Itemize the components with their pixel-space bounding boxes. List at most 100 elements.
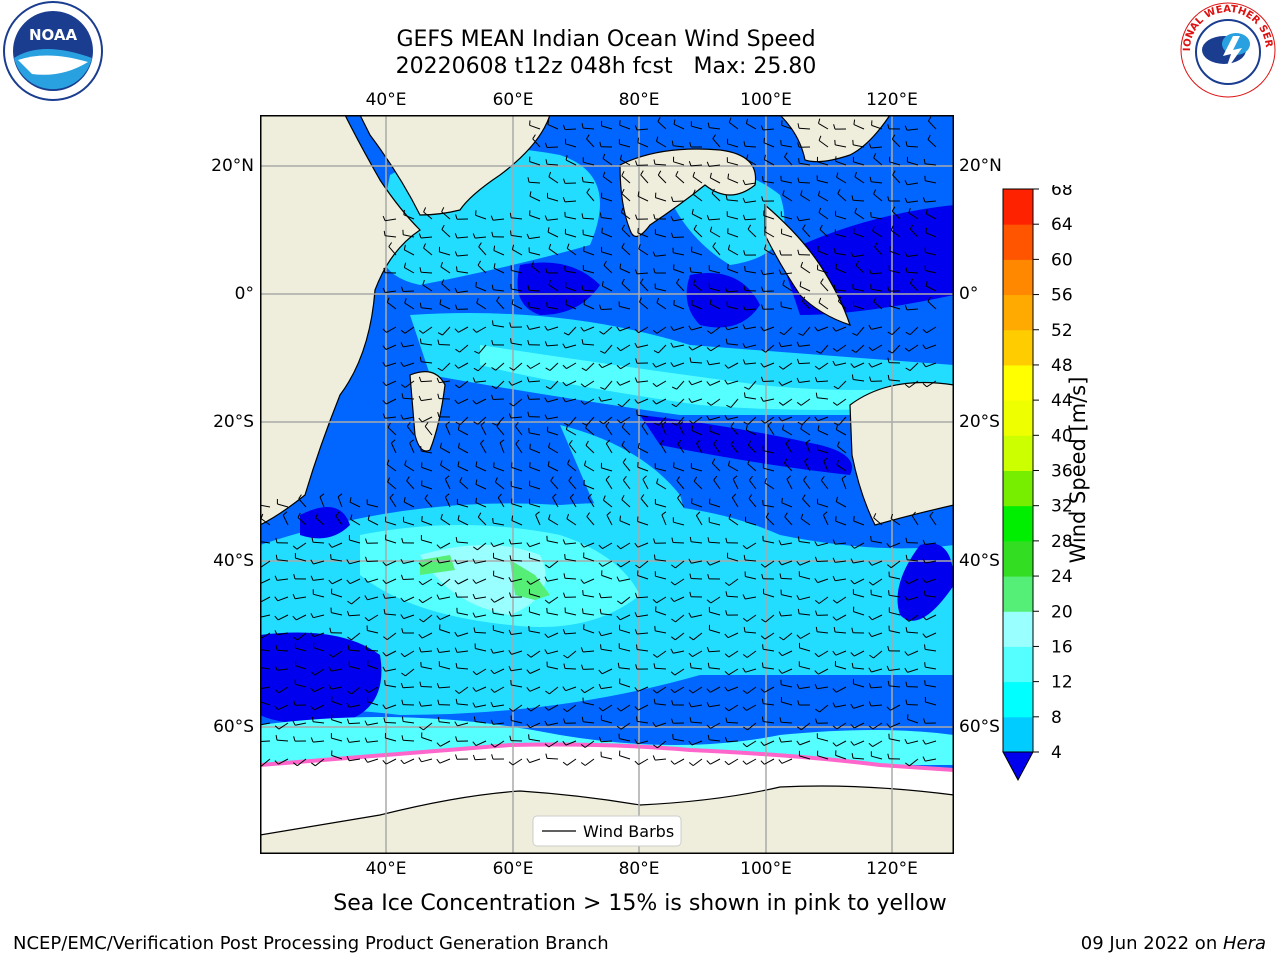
wind-barb-flag: [904, 739, 908, 744]
wind-barb-flag: [724, 379, 728, 385]
wind-barb: [673, 650, 685, 654]
wind-barb: [853, 124, 865, 130]
wind-barb: [547, 632, 559, 639]
wind-barb-flag: [562, 761, 568, 766]
wind-barb: [601, 362, 613, 369]
wind-barb: [529, 593, 541, 598]
wind-barb-flag: [585, 423, 589, 429]
wind-barb: [511, 269, 523, 274]
wind-barb-flag: [418, 395, 422, 401]
wind-barb-flag: [904, 667, 908, 673]
wind-barb-flag: [602, 495, 606, 501]
wind-barb-flag: [782, 424, 785, 430]
wind-barb-flag: [763, 137, 765, 143]
wind-barb: [475, 740, 487, 747]
wind-barb: [385, 684, 397, 688]
wind-barb: [602, 560, 613, 567]
wind-barb: [853, 232, 865, 238]
wind-barb: [583, 234, 595, 238]
wind-barb: [835, 362, 847, 366]
wind-barb: [475, 704, 487, 708]
wind-barb-flag: [511, 299, 514, 305]
wind-barb: [925, 701, 937, 706]
wind-barb: [817, 326, 829, 332]
wind-barb: [529, 306, 541, 310]
wind-barb-flag: [419, 618, 424, 623]
wind-barb-flag: [387, 422, 391, 428]
wind-barb: [836, 501, 847, 508]
wind-barb-flag: [547, 227, 550, 233]
wind-barb-flag: [328, 579, 333, 585]
colorbar-tick-label: 20: [1051, 602, 1073, 622]
wind-barb: [854, 542, 865, 549]
wind-barb-flag: [742, 214, 746, 220]
wind-barb: [781, 740, 793, 743]
wind-barb: [388, 246, 397, 256]
wind-barb: [837, 445, 847, 454]
wind-barb-flag: [526, 707, 532, 712]
wind-barb: [637, 542, 649, 548]
wind-barb-flag: [765, 512, 770, 518]
wind-barb: [585, 427, 595, 436]
wind-barb: [637, 740, 649, 745]
wind-barb-flag: [384, 680, 386, 686]
wind-barb-flag: [598, 707, 604, 712]
wind-barb-flag: [850, 703, 854, 709]
wind-barb: [871, 181, 883, 184]
wind-barb-flag: [544, 142, 548, 148]
wind-barb-flag: [275, 537, 278, 543]
wind-barb: [835, 144, 847, 148]
lon-label-bottom-40e: 40°E: [365, 859, 407, 879]
wind-barb: [780, 721, 793, 724]
wind-barb: [677, 497, 685, 508]
wind-barb-flag: [401, 286, 404, 292]
wind-barb: [692, 176, 703, 184]
wind-barb: [475, 502, 487, 508]
wind-barb: [765, 614, 775, 623]
wind-barb: [475, 578, 487, 584]
wind-barb: [547, 306, 559, 310]
wind-barb: [799, 541, 811, 544]
wind-barb-flag: [475, 281, 477, 287]
wind-barb-flag: [621, 242, 625, 248]
wind-barb-flag: [873, 296, 877, 302]
wind-barb: [385, 758, 397, 765]
wind-barb-flag: [670, 760, 675, 765]
wind-barb-flag: [544, 341, 548, 347]
wind-barb-flag: [599, 212, 602, 218]
wind-barb-flag: [440, 261, 443, 267]
wind-barb-flag: [478, 242, 482, 248]
wind-barb: [727, 380, 739, 385]
colorbar-bin: [1003, 400, 1033, 436]
wind-barb: [547, 416, 559, 420]
wind-barb: [319, 496, 325, 508]
wind-barb-flag: [400, 362, 405, 367]
wind-barb-flag: [713, 439, 718, 445]
wind-barb: [548, 176, 559, 184]
wind-barb-flag: [850, 652, 855, 657]
wind-barb: [404, 249, 415, 256]
wind-barb: [619, 578, 631, 582]
wind-barb-flag: [526, 542, 531, 547]
wind-barb-flag: [367, 514, 370, 521]
wind-barb-flag: [671, 564, 676, 569]
wind-barb-flag: [422, 279, 425, 286]
wind-barb-flag: [616, 381, 621, 386]
wind-barb-flag: [492, 422, 498, 426]
wind-barb-flag: [616, 563, 622, 568]
wind-barb-flag: [490, 701, 494, 708]
wind-barb: [421, 485, 433, 490]
wind-barb-flag: [437, 393, 440, 399]
wind-barb: [692, 193, 703, 202]
wind-barb: [440, 518, 451, 526]
wind-barb: [677, 443, 685, 454]
wind-barb: [474, 631, 487, 634]
wind-barb-flag: [527, 411, 530, 417]
wind-barb: [746, 614, 757, 622]
wind-barb-flag: [329, 627, 332, 633]
wind-barb-flag: [796, 560, 801, 566]
wind-barb-flag: [601, 227, 603, 233]
wind-barb-flag: [473, 627, 476, 633]
wind-barb-flag: [382, 666, 386, 672]
wind-barb: [835, 578, 847, 582]
